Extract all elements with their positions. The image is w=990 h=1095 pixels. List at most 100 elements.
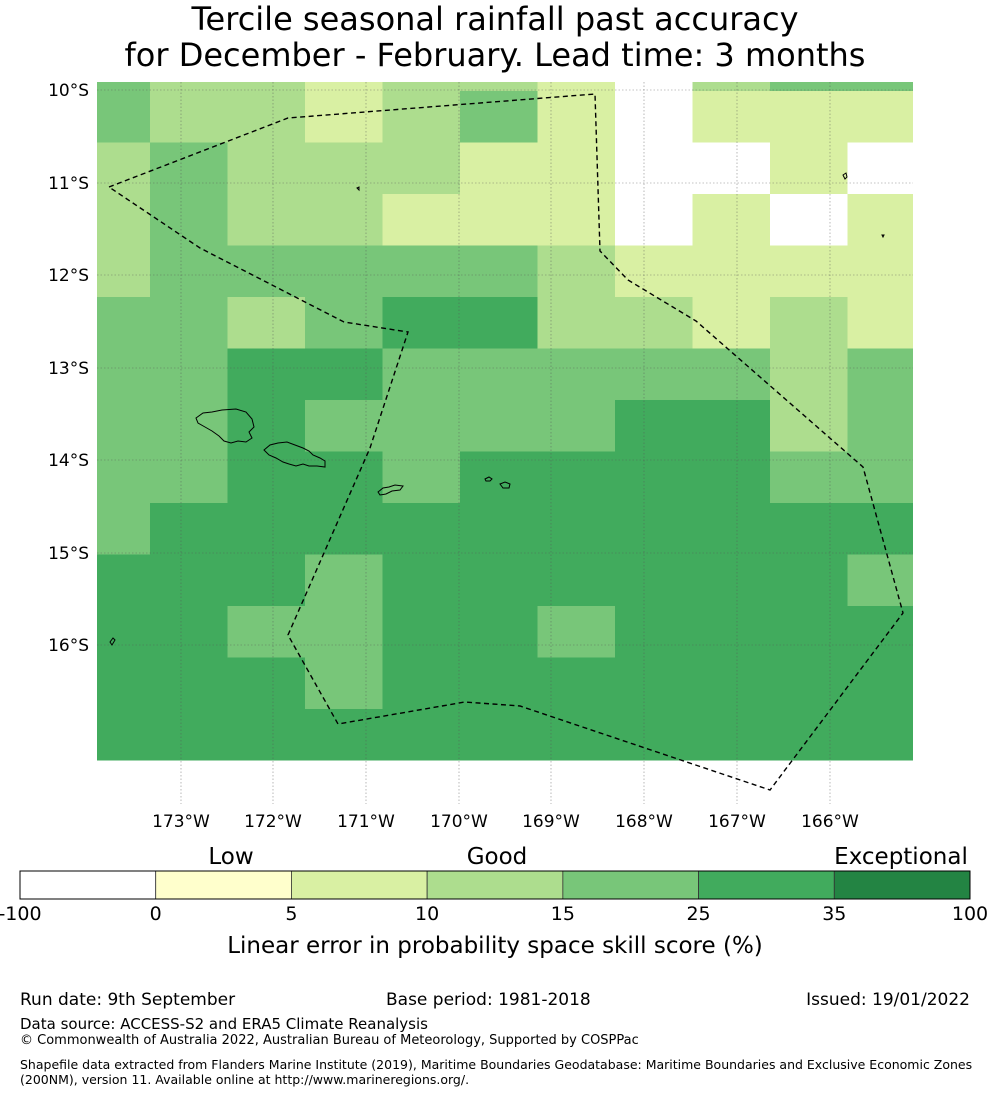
skill-cell xyxy=(382,82,460,91)
skill-cell xyxy=(227,91,305,143)
island-upolu-outline xyxy=(195,408,255,444)
skill-cell xyxy=(305,451,383,503)
latitude-labels: 10°S 11°S 12°S 13°S 14°S 15°S 16°S xyxy=(48,81,89,656)
colorbar-segment xyxy=(562,870,699,900)
skill-cell xyxy=(305,194,383,246)
graticule-lines xyxy=(97,82,913,804)
skill-cell xyxy=(382,400,460,452)
skill-cell xyxy=(847,245,913,297)
skill-cell xyxy=(537,82,615,91)
skill-cell xyxy=(150,503,228,555)
skill-cell xyxy=(460,245,538,297)
skill-cell xyxy=(847,709,913,761)
skill-cell xyxy=(615,297,693,349)
skill-cell xyxy=(847,194,913,246)
colorbar-segment xyxy=(833,870,971,900)
skill-cell xyxy=(537,91,615,143)
skill-cell xyxy=(150,657,228,709)
skill-cell xyxy=(615,709,693,761)
skill-cell xyxy=(692,297,770,349)
colorbar-category-label: Exceptional xyxy=(834,844,968,870)
skill-cell xyxy=(847,657,913,709)
skill-cell xyxy=(847,554,913,606)
island-tau-outline xyxy=(499,481,511,489)
longitude-label: 166°W xyxy=(801,812,859,832)
skill-cell xyxy=(615,606,693,658)
skill-cell xyxy=(692,503,770,555)
skill-cell xyxy=(770,194,848,246)
skill-cell xyxy=(150,194,228,246)
island-atoll-north-outline xyxy=(356,186,360,192)
skill-cell xyxy=(97,606,150,658)
skill-cell xyxy=(227,709,305,761)
latitude-label: 14°S xyxy=(48,451,89,471)
skill-cell xyxy=(382,91,460,143)
island-tutuila-outline xyxy=(377,484,404,496)
skill-cell xyxy=(382,348,460,400)
skill-cell xyxy=(305,657,383,709)
skill-cell xyxy=(692,245,770,297)
skill-cell xyxy=(305,297,383,349)
skill-cell xyxy=(770,709,848,761)
skill-cell xyxy=(847,451,913,503)
skill-cell xyxy=(460,503,538,555)
skill-cell xyxy=(692,142,770,194)
skill-cell xyxy=(97,503,150,555)
skill-cell xyxy=(305,91,383,143)
skill-cell xyxy=(615,91,693,143)
skill-cell xyxy=(227,142,305,194)
skill-cell xyxy=(382,606,460,658)
skill-cell xyxy=(537,709,615,761)
longitude-label: 169°W xyxy=(522,812,580,832)
skill-cell xyxy=(227,245,305,297)
colorbar-tick-label: 5 xyxy=(285,903,297,925)
skill-cell xyxy=(615,503,693,555)
skill-cell xyxy=(615,554,693,606)
skill-cell xyxy=(382,142,460,194)
shapefile-credit-line2: (200NM), version 11. Available online at… xyxy=(20,1072,470,1087)
skill-cell xyxy=(97,194,150,246)
skill-cell xyxy=(537,297,615,349)
skill-cell xyxy=(150,709,228,761)
skill-grid-cells xyxy=(97,82,913,761)
skill-cell xyxy=(305,400,383,452)
longitude-label: 167°W xyxy=(708,812,766,832)
skill-cell xyxy=(537,194,615,246)
skill-cell xyxy=(97,142,150,194)
map-title-line1: Tercile seasonal rainfall past accuracy xyxy=(191,0,799,38)
skill-cell xyxy=(770,657,848,709)
skill-cell xyxy=(460,657,538,709)
skill-cell xyxy=(537,554,615,606)
longitude-labels: 173°W 172°W 171°W 170°W 169°W 168°W 167°W 166°W xyxy=(152,812,859,832)
skill-cell xyxy=(615,142,693,194)
skill-cell xyxy=(692,194,770,246)
skill-cell xyxy=(382,554,460,606)
skill-cell xyxy=(537,142,615,194)
skill-cell xyxy=(847,348,913,400)
skill-cell xyxy=(537,606,615,658)
skill-cell xyxy=(770,297,848,349)
skill-cell xyxy=(227,194,305,246)
skill-cell xyxy=(460,194,538,246)
skill-cell xyxy=(692,657,770,709)
colorbar-tick-label: -100 xyxy=(0,903,42,925)
skill-cell xyxy=(227,400,305,452)
colorbar-segment xyxy=(426,870,564,900)
skill-cell xyxy=(460,297,538,349)
skill-cell xyxy=(227,503,305,555)
skill-cell xyxy=(847,297,913,349)
skill-cell xyxy=(537,657,615,709)
skill-cell xyxy=(847,142,913,194)
skill-cell xyxy=(615,451,693,503)
skill-cell xyxy=(150,245,228,297)
latitude-label: 12°S xyxy=(48,266,89,286)
colorbar-tick-label: 25 xyxy=(686,903,710,925)
skill-cell xyxy=(770,245,848,297)
skill-cell xyxy=(227,657,305,709)
island-outlines xyxy=(109,172,885,646)
skill-cell xyxy=(460,91,538,143)
colorbar-tick-label: 35 xyxy=(822,903,846,925)
latitude-label: 13°S xyxy=(48,359,89,379)
skill-cell xyxy=(692,554,770,606)
